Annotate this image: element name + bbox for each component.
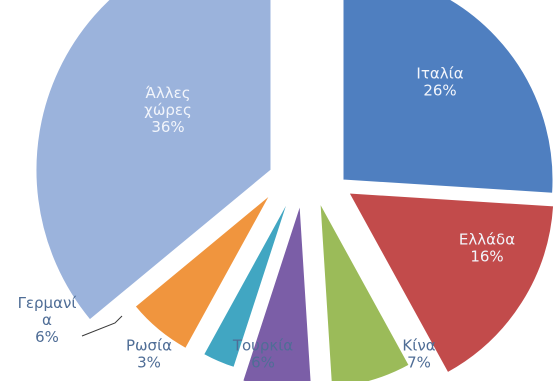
slice-label-line: Τουρκία [232, 337, 293, 355]
leader-lines [81, 315, 123, 337]
pie-slice [342, 0, 554, 194]
leader-line [81, 315, 123, 337]
slice-label: Ελλάδα 16% [459, 231, 515, 266]
slice-label-line: Ιταλία [416, 65, 463, 83]
slice-label-line: 6% [35, 328, 59, 346]
slice-label-line: Γερμανί [18, 294, 77, 312]
slice-label-line: 26% [423, 82, 456, 100]
pie-slice [35, 0, 272, 321]
pie-slice [203, 200, 289, 369]
slice-label: Ιταλία 26% [416, 65, 463, 100]
slice-label-line: Ελλάδα [459, 231, 515, 249]
slice-label-line: 3% [137, 354, 161, 372]
pie-slice [348, 192, 555, 374]
slice-label: Ρωσία 3% [126, 337, 172, 372]
slice-label-line: χώρες [144, 101, 192, 119]
slice-label: Άλλες χώρες 36% [144, 84, 192, 136]
slice-label-line: Ρωσία [126, 337, 172, 355]
slice-label: Κίνα 7% [402, 337, 435, 372]
slice-label-line: 7% [407, 354, 431, 372]
slice-label-line: 6% [251, 354, 275, 372]
slice-label-line: Άλλες [145, 84, 190, 102]
slice-label: Γερμανί α 6% [18, 294, 77, 346]
slice-label: Τουρκία 6% [232, 337, 293, 372]
pie-slice [134, 194, 271, 350]
slice-label-line: 16% [470, 248, 503, 266]
slice-label-line: Κίνα [402, 337, 435, 355]
slice-labels: Ιταλία 26%Ελλάδα 16%Κίνα 7%Τουρκία 6%Ρωσία 3%… [18, 65, 516, 372]
slice-label-line: 36% [151, 118, 184, 136]
slice-label-line: α [42, 311, 52, 329]
pie-slices [35, 0, 555, 381]
